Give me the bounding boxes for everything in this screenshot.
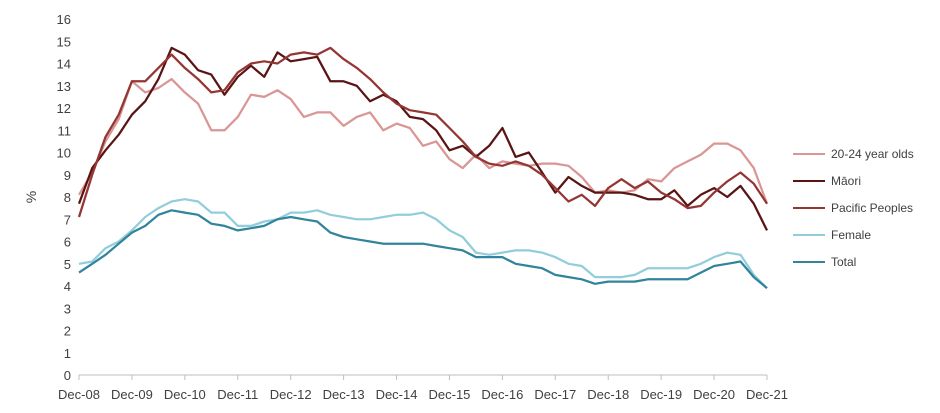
y-tick-label: 10	[57, 146, 71, 161]
x-tick-label: Dec-10	[164, 387, 206, 402]
y-tick-label: 9	[64, 168, 71, 183]
legend-label: 20-24 year olds	[831, 146, 914, 161]
y-tick-label: 5	[64, 257, 71, 272]
y-tick-label: 13	[57, 79, 71, 94]
y-tick-label: 7	[64, 212, 71, 227]
y-tick-label: 3	[64, 301, 71, 316]
legend-swatch	[793, 260, 825, 263]
x-axis: Dec-08 Dec-09 Dec-10 Dec-11 Dec-12 Dec-13 Dec-…	[58, 374, 788, 402]
legend-label: Pacific Peoples	[831, 200, 914, 215]
y-axis-label: %	[23, 191, 39, 203]
y-tick-label: 4	[64, 279, 71, 294]
x-tick-label: Dec-11	[217, 387, 258, 402]
series-line-pacific-peoples	[77, 46, 768, 218]
x-tick-label: Dec-14	[376, 387, 418, 402]
legend-swatch	[793, 152, 825, 155]
x-tick-label: Dec-17	[534, 387, 576, 402]
legend-item: Female	[793, 221, 933, 248]
y-tick-label: 2	[64, 324, 71, 339]
series-lines	[77, 46, 769, 290]
x-tick-label: Dec-21	[746, 387, 788, 402]
series-line-māori	[77, 46, 769, 231]
legend-label: Māori	[831, 173, 862, 188]
x-tick-label: Dec-18	[587, 387, 629, 402]
y-tick-label: 15	[57, 34, 71, 49]
x-tick-label: Dec-12	[270, 387, 312, 402]
y-tick-label: 12	[57, 101, 71, 116]
y-tick-label: 0	[64, 368, 71, 383]
legend-swatch	[793, 206, 825, 209]
legend-item: Māori	[793, 167, 933, 194]
y-tick-label: 11	[58, 123, 72, 138]
legend-swatch	[793, 179, 825, 182]
series-line-20-24-year-olds	[78, 77, 769, 205]
y-tick-label: 1	[64, 346, 71, 361]
y-tick-label: 6	[64, 235, 71, 250]
x-tick-label: Dec-19	[640, 387, 682, 402]
x-tick-label: Dec-15	[429, 387, 471, 402]
legend-item: Total	[793, 248, 933, 275]
legend-item: 20-24 year olds	[793, 140, 933, 167]
x-tick-label: Dec-08	[58, 387, 100, 402]
x-tick-label: Dec-09	[111, 387, 153, 402]
x-tick-label: Dec-13	[323, 387, 365, 402]
x-tick-label: Dec-20	[693, 387, 735, 402]
legend-swatch	[793, 233, 825, 236]
y-tick-label: 14	[57, 57, 71, 72]
y-tick-label: 16	[57, 12, 71, 27]
series-line-female	[78, 198, 768, 289]
y-tick-label: 8	[64, 190, 71, 205]
chart-legend: 20-24 year olds Māori Pacific Peoples Femal…	[793, 140, 933, 275]
legend-item: Pacific Peoples	[793, 194, 933, 221]
series-line-total	[78, 209, 768, 290]
legend-label: Total	[831, 254, 857, 269]
x-tick-label: Dec-16	[481, 387, 523, 402]
legend-label: Female	[831, 227, 872, 242]
